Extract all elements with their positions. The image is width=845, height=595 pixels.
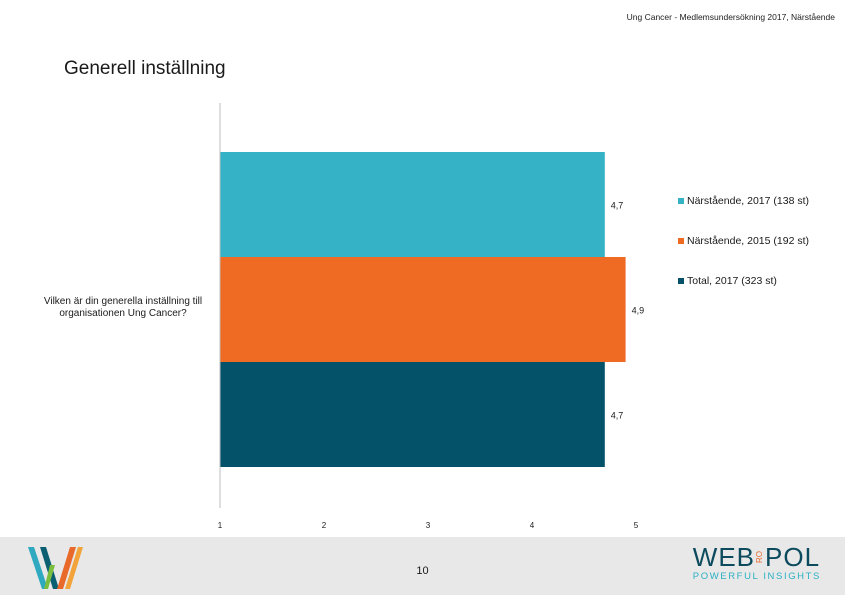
brand-tagline: POWERFUL INSIGHTS [692,571,821,582]
legend-swatch-3 [678,278,684,284]
w-logo-icon [28,547,83,589]
legend-label-1: Närstående, 2017 (138 st) [687,195,809,207]
x-tick-label-1: 1 [218,521,223,530]
data-label-1: 4,7 [611,201,624,211]
legend-item-1: Närstående, 2017 (138 st) [678,194,809,208]
page-number: 10 [416,565,429,577]
bar-series-3 [220,362,605,467]
x-tick-label-4: 4 [530,521,535,530]
brand-right: POL [765,542,821,572]
brand-left: WEB [692,542,756,572]
header-text: Ung Cancer - Medlemsundersökning 2017, N… [626,12,835,22]
bar-series-1 [220,152,605,257]
x-tick-label-5: 5 [634,521,639,530]
category-label: Vilken är din generella inställning till… [43,296,203,319]
data-label-3: 4,7 [611,411,624,421]
bar-series-2 [220,257,626,362]
footer: 10 WEB RO POL POWERFUL INSIGHTS [0,537,845,595]
legend-item-3: Total, 2017 (323 st) [678,274,809,288]
bar-chart: 4,7 4,9 4,7 1 2 3 4 5 [218,103,645,530]
x-tick-label-3: 3 [426,521,431,530]
brand-mid: RO [755,551,765,563]
chart-title: Generell inställning [64,58,226,79]
legend-swatch-1 [678,198,684,204]
legend-item-2: Närstående, 2015 (192 st) [678,234,809,248]
data-label-2: 4,9 [632,306,645,316]
legend: Närstående, 2017 (138 st) Närstående, 20… [678,194,809,314]
legend-label-3: Total, 2017 (323 st) [687,275,777,287]
legend-label-2: Närstående, 2015 (192 st) [687,235,809,247]
legend-swatch-2 [678,238,684,244]
webropol-logo: WEB RO POL POWERFUL INSIGHTS [693,543,821,583]
x-tick-label-2: 2 [322,521,327,530]
